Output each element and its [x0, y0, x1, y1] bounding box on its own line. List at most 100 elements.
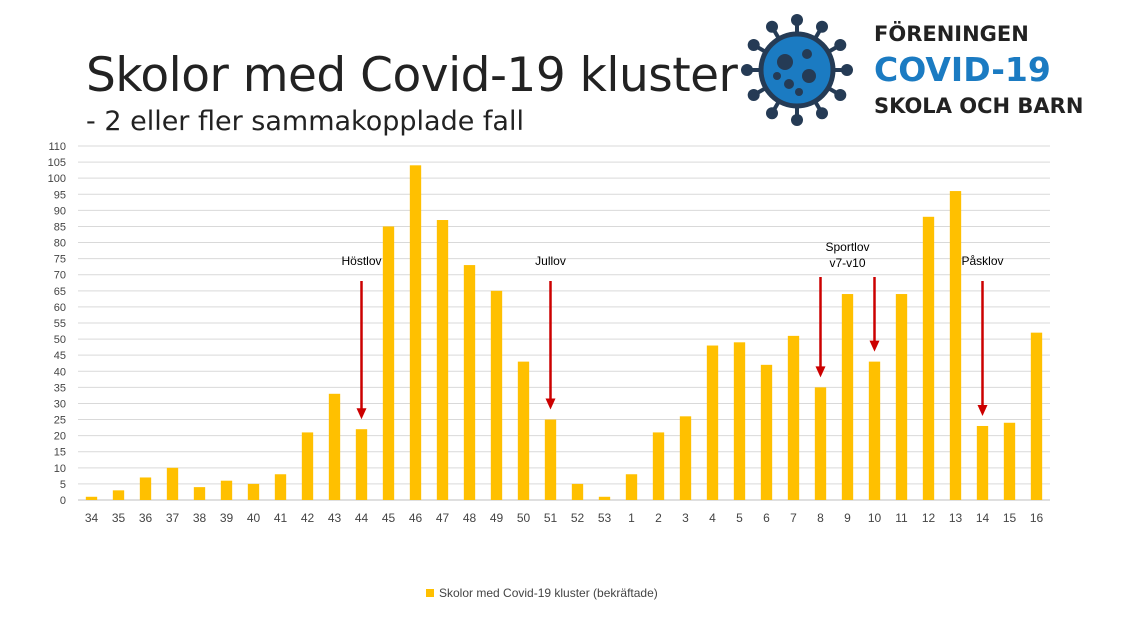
- bar: [652, 432, 665, 500]
- y-tick-label: 105: [48, 157, 66, 169]
- x-tick-label: 38: [193, 511, 207, 525]
- bar: [301, 432, 314, 500]
- y-tick-label: 10: [54, 463, 66, 475]
- virus-dot: [777, 54, 793, 70]
- x-tick-label: 40: [247, 511, 261, 525]
- bar: [868, 361, 881, 500]
- y-tick-label: 40: [54, 366, 66, 378]
- logo-line-1: FÖRENINGEN: [874, 22, 1029, 46]
- y-tick-label: 75: [54, 254, 66, 266]
- y-tick-label: 60: [54, 302, 66, 314]
- y-tick-label: 95: [54, 189, 66, 201]
- y-tick-label: 65: [54, 286, 66, 298]
- bar: [1003, 422, 1016, 500]
- virus-dot: [795, 88, 803, 96]
- x-tick-label: 16: [1030, 511, 1044, 525]
- y-tick-label: 5: [60, 479, 66, 491]
- annotation-arrowhead: [356, 408, 367, 420]
- virus-spike-tip: [741, 64, 753, 76]
- virus-spike-tip: [816, 20, 828, 33]
- bar: [895, 294, 908, 500]
- bar: [193, 487, 206, 500]
- x-tick-label: 6: [763, 511, 770, 525]
- bar: [598, 496, 611, 500]
- x-tick-label: 42: [301, 511, 315, 525]
- x-tick-label: 3: [682, 511, 689, 525]
- bar: [760, 364, 773, 500]
- annotation-arrowhead: [815, 366, 826, 378]
- x-tick-label: 39: [220, 511, 234, 525]
- bar: [976, 425, 989, 500]
- y-tick-label: 15: [54, 447, 66, 459]
- bar: [409, 165, 422, 501]
- bar: [247, 483, 260, 500]
- x-tick-label: 15: [1003, 511, 1017, 525]
- bar: [841, 294, 854, 500]
- x-tick-label: 7: [790, 511, 797, 525]
- bar: [355, 429, 368, 500]
- bar: [112, 490, 125, 500]
- bar: [463, 265, 476, 500]
- x-tick-label: 43: [328, 511, 342, 525]
- bar: [328, 393, 341, 500]
- virus-body: [758, 31, 836, 109]
- y-tick-label: 55: [54, 318, 66, 330]
- x-tick-label: 37: [166, 511, 180, 525]
- y-tick-label: 35: [54, 382, 66, 394]
- bar: [1030, 332, 1043, 500]
- x-tick-label: 34: [85, 511, 99, 525]
- x-tick-label: 5: [736, 511, 743, 525]
- x-tick-label: 41: [274, 511, 288, 525]
- virus-spike-tip: [791, 114, 803, 126]
- bar: [814, 387, 827, 500]
- annotation-label: Höstlov: [341, 254, 381, 268]
- x-tick-label: 47: [436, 511, 450, 525]
- bar: [544, 419, 557, 500]
- annotation-arrowhead: [869, 340, 880, 352]
- y-tick-label: 80: [54, 238, 66, 250]
- x-tick-label: 8: [817, 511, 824, 525]
- x-tick-label: 11: [895, 511, 908, 525]
- x-tick-label: 51: [544, 511, 558, 525]
- virus-spike-tip: [766, 107, 778, 120]
- x-tick-label: 53: [598, 511, 612, 525]
- annotation-label: Påsklov: [961, 254, 1003, 268]
- x-tick-label: 49: [490, 511, 504, 525]
- legend-swatch: [426, 589, 434, 597]
- annotation-arrowhead: [977, 404, 988, 416]
- virus-spike-tip: [834, 39, 847, 51]
- x-tick-label: 52: [571, 511, 585, 525]
- virus-dot: [773, 72, 781, 80]
- virus-spike-tip: [747, 89, 760, 101]
- x-tick-label: 4: [709, 511, 716, 525]
- virus-icon: [741, 14, 853, 126]
- bar: [166, 467, 179, 500]
- virus-spike-tip: [747, 39, 760, 51]
- x-tick-label: 14: [976, 511, 990, 525]
- virus-dot: [802, 49, 812, 59]
- annotation-arrowhead: [545, 398, 556, 410]
- chart-subtitle: - 2 eller fler sammakopplade fall: [86, 106, 524, 137]
- x-tick-label: 9: [844, 511, 851, 525]
- bar: [733, 342, 746, 500]
- y-tick-label: 30: [54, 398, 66, 410]
- y-tick-label: 45: [54, 350, 66, 362]
- y-tick-label: 85: [54, 221, 66, 233]
- y-tick-label: 20: [54, 431, 66, 443]
- virus-spike-tip: [834, 89, 847, 101]
- logo-line-2: COVID-19: [874, 50, 1051, 89]
- y-tick-label: 0: [60, 495, 66, 507]
- legend-label: Skolor med Covid-19 kluster (bekräftade): [439, 586, 658, 600]
- x-tick-label: 45: [382, 511, 396, 525]
- x-tick-label: 44: [355, 511, 369, 525]
- bar: [436, 220, 449, 500]
- virus-spike-tip: [766, 20, 778, 33]
- virus-dot: [802, 69, 816, 83]
- virus-spike-tip: [841, 64, 853, 76]
- annotation-label: Jullov: [535, 254, 566, 268]
- x-tick-label: 1: [628, 511, 635, 525]
- bar: [274, 474, 287, 500]
- bar: [679, 416, 692, 500]
- bar: [706, 345, 719, 500]
- y-tick-label: 90: [54, 205, 66, 217]
